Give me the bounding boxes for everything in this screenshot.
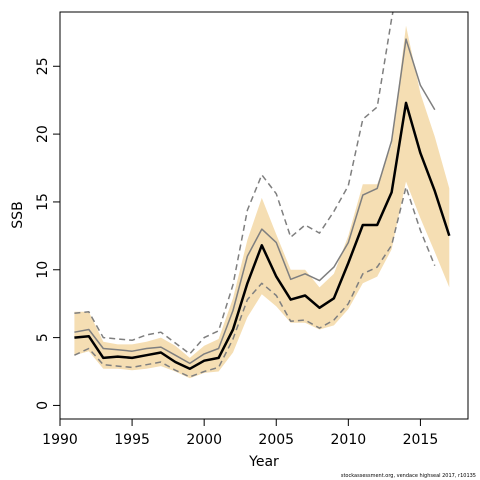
x-tick-label: 2005 (258, 432, 294, 448)
x-tick-label: 2015 (403, 432, 439, 448)
x-tick-label: 1995 (114, 432, 150, 448)
estimate-line (74, 101, 451, 371)
credit-note: stockassessment.org, vendace highseal 20… (341, 473, 476, 479)
x-tick-label: 2000 (186, 432, 222, 448)
y-tick-label: 0 (35, 401, 51, 410)
x-axis-title: Year (248, 454, 279, 470)
previous-line (74, 38, 436, 365)
y-tick-label: 20 (35, 125, 51, 143)
y-tick-label: 5 (35, 333, 51, 342)
y-tick-label: 10 (35, 261, 51, 279)
x-tick-label: 1990 (42, 432, 78, 448)
y-tick-label: 15 (35, 193, 51, 211)
confidence-band (74, 25, 450, 379)
previous-lower-line (74, 186, 436, 378)
y-tick-label: 25 (35, 57, 51, 75)
y-axis-title: SSB (10, 201, 26, 228)
x-tick-label: 2010 (331, 432, 367, 448)
previous-upper-line (74, 12, 394, 355)
